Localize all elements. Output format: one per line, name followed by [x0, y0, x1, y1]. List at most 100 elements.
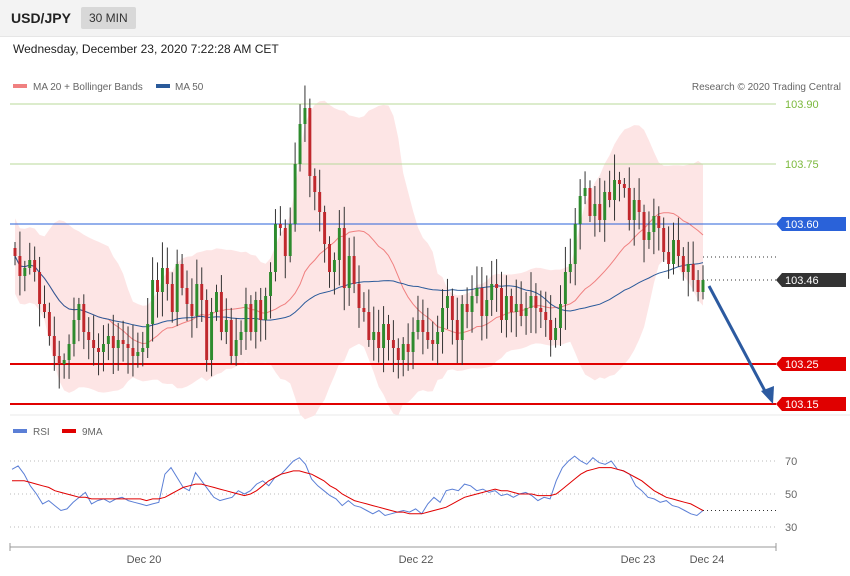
candle: [445, 278, 449, 330]
bollinger-band-fill: [15, 100, 703, 420]
candle: [52, 316, 56, 371]
candle: [101, 325, 105, 372]
x-tick-label: Dec 22: [399, 554, 434, 566]
candle: [652, 198, 656, 255]
candle: [249, 295, 253, 341]
candle: [254, 291, 258, 349]
candle: [347, 237, 351, 306]
candle: [480, 266, 484, 341]
candle-body: [647, 232, 651, 240]
candle-body: [357, 284, 361, 308]
candle: [352, 236, 356, 294]
candle: [92, 315, 96, 366]
candle-body: [632, 200, 636, 220]
candle: [490, 260, 494, 316]
candle: [421, 299, 425, 355]
candle: [106, 323, 110, 361]
support-tag: [776, 357, 846, 371]
candle: [465, 287, 469, 329]
resistance-label: 103.75: [785, 159, 819, 171]
support-label: 103.15: [785, 399, 819, 411]
candle-body: [583, 188, 587, 196]
candle-body: [303, 108, 307, 124]
candle-body: [622, 184, 626, 188]
candle-body: [87, 332, 91, 340]
rsi-ma-line: [12, 467, 704, 515]
candle-body: [278, 224, 282, 228]
candle: [441, 289, 445, 354]
candle: [126, 326, 130, 374]
candle-body: [534, 296, 538, 308]
candle-body: [347, 256, 351, 288]
chart-header: USD/JPY 30 MIN: [0, 0, 850, 37]
candle-body: [229, 320, 233, 356]
candle-body: [249, 304, 253, 332]
candle: [116, 322, 120, 371]
candle-body: [106, 336, 110, 344]
candle-body: [573, 224, 577, 264]
candle: [185, 270, 189, 321]
candle: [554, 317, 558, 348]
candle: [288, 207, 292, 263]
candle-body: [642, 212, 646, 240]
candle-body: [613, 180, 617, 200]
candle: [387, 314, 390, 361]
candle-body: [681, 256, 685, 272]
candle-body: [396, 348, 400, 360]
candle: [603, 180, 607, 242]
candle-body: [559, 304, 562, 328]
candle: [13, 242, 17, 266]
candles: [13, 85, 705, 389]
support-label: 103.25: [785, 359, 819, 371]
x-tick-label: Dec 20: [127, 554, 162, 566]
timestamp: Wednesday, December 23, 2020 7:22:28 AM …: [13, 42, 279, 56]
candle: [47, 302, 51, 346]
candle: [43, 285, 46, 319]
candle-body: [308, 108, 312, 176]
candle: [549, 295, 553, 357]
candle: [544, 291, 548, 337]
candle: [431, 321, 435, 361]
candle-body: [195, 284, 199, 316]
candle-body: [259, 300, 263, 320]
candle: [401, 337, 405, 377]
candle-body: [524, 308, 528, 316]
candle-body: [672, 240, 675, 264]
candle: [131, 324, 135, 377]
candle-body: [470, 296, 474, 312]
candle: [244, 287, 248, 350]
candle: [72, 297, 76, 357]
candle-body: [146, 324, 150, 348]
candle-body: [151, 280, 155, 324]
candle: [500, 271, 503, 333]
candle-body: [38, 272, 42, 304]
candle: [642, 204, 646, 263]
candle: [377, 309, 381, 363]
candle: [38, 256, 42, 327]
candle: [308, 98, 312, 198]
candle-body: [293, 164, 297, 224]
candle: [33, 246, 37, 282]
support-tag: [776, 397, 846, 411]
candle-body: [101, 344, 105, 352]
candle: [672, 222, 675, 275]
candle: [622, 177, 626, 198]
candle: [283, 219, 287, 279]
rsi-legend: RSI 9MA: [13, 427, 103, 438]
x-axis-labels: Dec 20 Dec 22 Dec 23 Dec 24: [127, 554, 725, 566]
candle: [234, 318, 238, 366]
candle-body: [352, 256, 356, 284]
candle-body: [126, 344, 130, 348]
candle: [426, 307, 430, 349]
candle-body: [367, 312, 371, 340]
pivot-tag: [776, 217, 846, 231]
candle-body: [43, 304, 46, 312]
candle: [337, 210, 341, 286]
candle-body: [617, 180, 621, 184]
candle: [195, 259, 199, 329]
candle-body: [480, 288, 484, 316]
candle-body: [391, 340, 395, 348]
interval-button[interactable]: 30 MIN: [81, 7, 136, 29]
candle-body: [254, 300, 258, 332]
